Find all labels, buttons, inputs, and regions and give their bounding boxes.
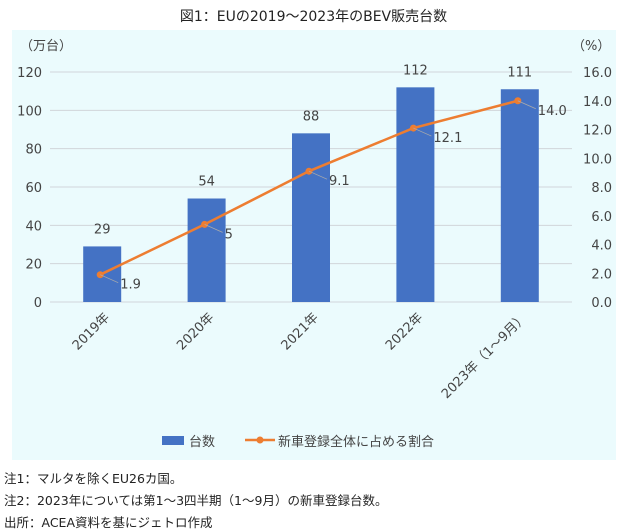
source-note: 出所：ACEA資料を基にジェトロ作成 <box>4 515 213 530</box>
right-tick-label: 14.0 <box>583 95 612 110</box>
bar-data-label: 29 <box>94 222 111 237</box>
label-leader <box>204 224 223 233</box>
line-data-label: 12.1 <box>433 131 462 146</box>
right-tick-label: 2.0 <box>591 267 612 282</box>
x-tick-label: 2019年 <box>70 310 113 353</box>
bar <box>292 133 330 302</box>
bar <box>500 89 539 302</box>
left-tick-label: 100 <box>17 104 42 119</box>
right-tick-label: 8.0 <box>591 181 612 196</box>
left-tick-label: 80 <box>25 143 42 158</box>
legend-swatch-bar <box>162 436 184 445</box>
x-tick-label: 2022年 <box>383 310 426 353</box>
left-tick-label: 0 <box>34 296 42 311</box>
x-tick-label: 2021年 <box>279 310 322 353</box>
bar <box>396 87 435 302</box>
left-tick-label: 120 <box>17 66 42 81</box>
bar-data-label: 111 <box>507 65 532 80</box>
bar-data-label: 112 <box>403 63 428 78</box>
line-data-label: 1.9 <box>120 278 141 293</box>
note-1: 注1：マルタを除くEU26カ国。 <box>4 471 183 486</box>
left-axis-unit: （万台） <box>20 39 72 54</box>
bar <box>187 198 226 302</box>
label-leader <box>413 127 432 137</box>
legend-label-bar: 台数 <box>189 435 215 450</box>
right-tick-label: 0.0 <box>591 296 612 311</box>
left-tick-label: 40 <box>25 219 42 234</box>
right-tick-label: 16.0 <box>583 66 612 81</box>
right-tick-label: 12.0 <box>583 124 612 139</box>
x-tick-label: 2020年 <box>174 310 217 353</box>
line-data-label: 9.1 <box>329 174 350 189</box>
line-data-label: 14.0 <box>538 104 567 119</box>
label-leader <box>517 100 536 110</box>
note-2: 注2：2023年については第1～3四半期（1～9月）の新車登録台数。 <box>4 493 388 508</box>
right-axis-unit: （%） <box>572 39 610 54</box>
label-leader <box>308 170 328 180</box>
right-tick-label: 10.0 <box>583 152 612 167</box>
left-tick-label: 60 <box>25 181 42 196</box>
left-tick-label: 20 <box>25 258 42 273</box>
chart-title: 図1：EUの2019～2023年のBEV販売台数 <box>179 9 448 25</box>
bar-data-label: 88 <box>303 109 320 124</box>
label-leader <box>100 274 119 284</box>
bar-data-label: 54 <box>198 175 215 190</box>
right-tick-label: 6.0 <box>591 210 612 225</box>
legend-label-line: 新車登録全体に占める割合 <box>278 434 434 450</box>
x-tick-label: 2023年（1～9月） <box>439 310 531 402</box>
line-data-label: 5 <box>225 227 233 242</box>
legend-marker-line <box>256 436 264 444</box>
right-tick-label: 4.0 <box>591 239 612 254</box>
